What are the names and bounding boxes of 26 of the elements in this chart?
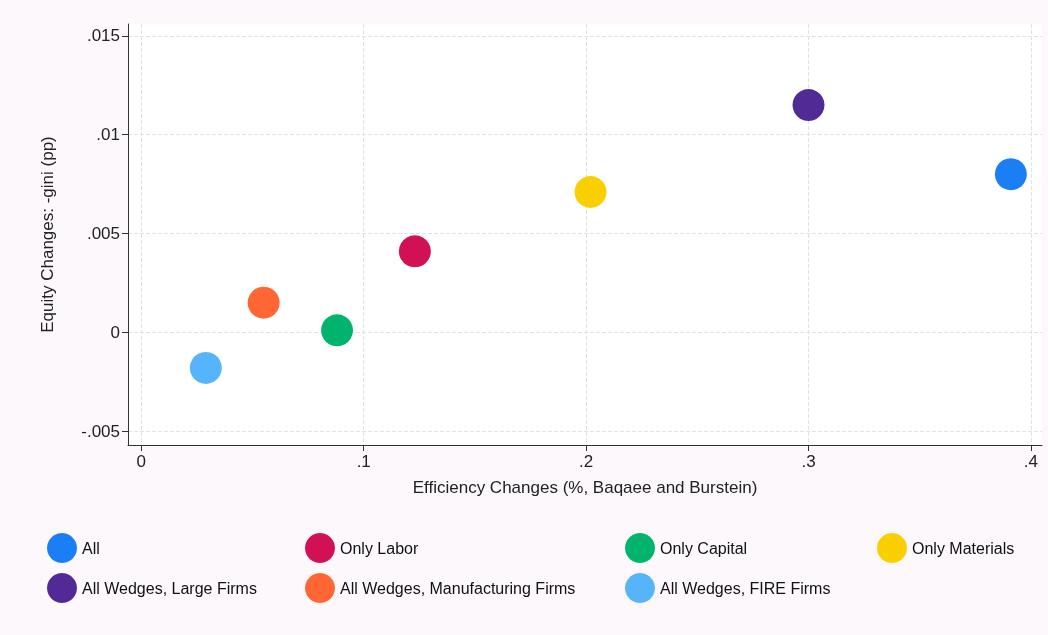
point <box>321 314 354 347</box>
y-tick-label: .01 <box>96 125 120 145</box>
y-axis-title: Equity Changes: -gini (pp) <box>38 136 57 333</box>
point <box>574 176 607 208</box>
legend-label: Only Capital <box>660 539 748 557</box>
legend-label: All Wedges, Manufacturing Firms <box>340 579 576 597</box>
x-tick-label: 0 <box>136 452 147 471</box>
point <box>792 89 825 122</box>
point <box>398 235 431 268</box>
legend-label: Only Labor <box>340 539 419 557</box>
legend-label: All Wedges, FIRE Firms <box>660 579 831 597</box>
point <box>247 286 280 319</box>
x-tick-label: .2 <box>579 452 594 471</box>
point <box>189 351 222 384</box>
y-tick-label: -.005 <box>81 421 120 441</box>
x-tick-label: .4 <box>1023 452 1038 471</box>
x-tick-label: .3 <box>801 452 816 471</box>
legend-label: Only Materials <box>912 539 1015 557</box>
legend-label: All Wedges, Large Firms <box>82 579 257 597</box>
y-tick-label: 0 <box>110 322 120 342</box>
x-tick-label: .1 <box>356 452 371 471</box>
point <box>994 158 1027 191</box>
x-axis-title: Efficiency Changes (%, Baqaee and Burstein) <box>412 478 758 497</box>
legend-label: All <box>82 539 100 557</box>
y-tick-label: .015 <box>86 26 120 46</box>
y-tick-label: .005 <box>86 224 120 244</box>
